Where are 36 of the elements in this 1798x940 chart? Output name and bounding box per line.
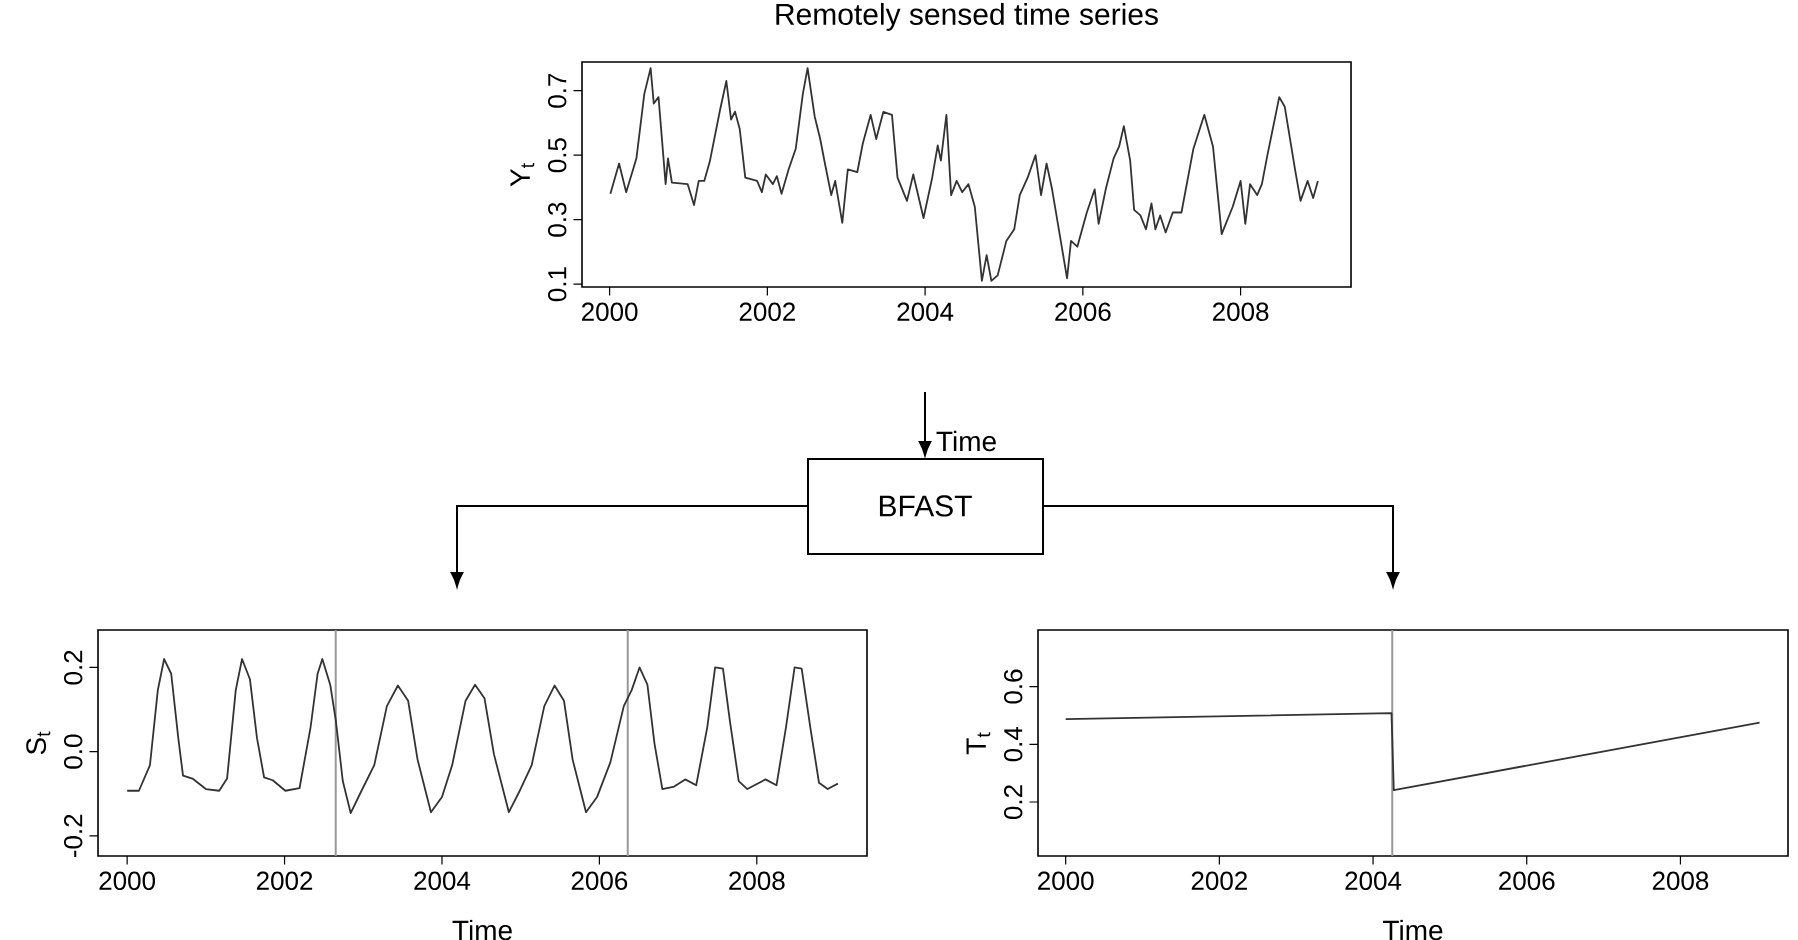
text: BFAST — [879, 495, 972, 517]
x-axis-title: Time — [452, 919, 512, 940]
x-tick-label: 2008 — [1212, 302, 1269, 321]
y-tick-label: 0.4 — [1004, 726, 1023, 762]
line-series — [126, 658, 839, 814]
x-axis-title: Time — [936, 430, 996, 452]
x-tick-label: 2006 — [1499, 871, 1555, 890]
y-tick-label: 0.7 — [548, 73, 567, 108]
y-tick-label: 0.0 — [63, 734, 83, 769]
x-tick-label: 2006 — [1055, 302, 1111, 321]
y-axis-title: T$_{t}$ — [966, 732, 991, 755]
x-tick-label: 2004 — [897, 302, 954, 321]
x-tick-label: 2000 — [99, 871, 156, 890]
y-tick-label: -0.2 — [63, 814, 83, 858]
x-tick-label: 2002 — [1191, 871, 1247, 890]
x-tick-label: 2002 — [739, 302, 795, 321]
y-tick-label: 0.2 — [63, 650, 83, 685]
y-tick-label: 0.1 — [548, 267, 567, 302]
line-series — [609, 67, 1319, 282]
x-tick-label: 2008 — [729, 871, 785, 890]
x-tick-label: 2000 — [1038, 871, 1094, 890]
chart-title: Remotely sensed time series — [776, 2, 1158, 31]
y-tick-label: 0.6 — [1004, 669, 1023, 704]
x-tick-label: 2004 — [1345, 871, 1402, 890]
y-tick-label: 0.3 — [548, 202, 567, 237]
x-tick-label: 2008 — [1652, 871, 1709, 890]
x-axis-title: Time — [1383, 919, 1443, 940]
y-axis-title: Y$_{t}$ — [510, 163, 535, 187]
x-tick-label: 2004 — [414, 871, 471, 890]
y-tick-label: 0.5 — [548, 138, 567, 173]
x-tick-label: 2002 — [256, 871, 313, 890]
x-tick-label: 2006 — [571, 871, 628, 890]
line-series — [1064, 712, 1761, 792]
y-tick-label: 0.2 — [1004, 785, 1023, 820]
x-tick-label: 2000 — [582, 302, 638, 321]
y-axis-title: S$_{t}$ — [26, 731, 51, 755]
